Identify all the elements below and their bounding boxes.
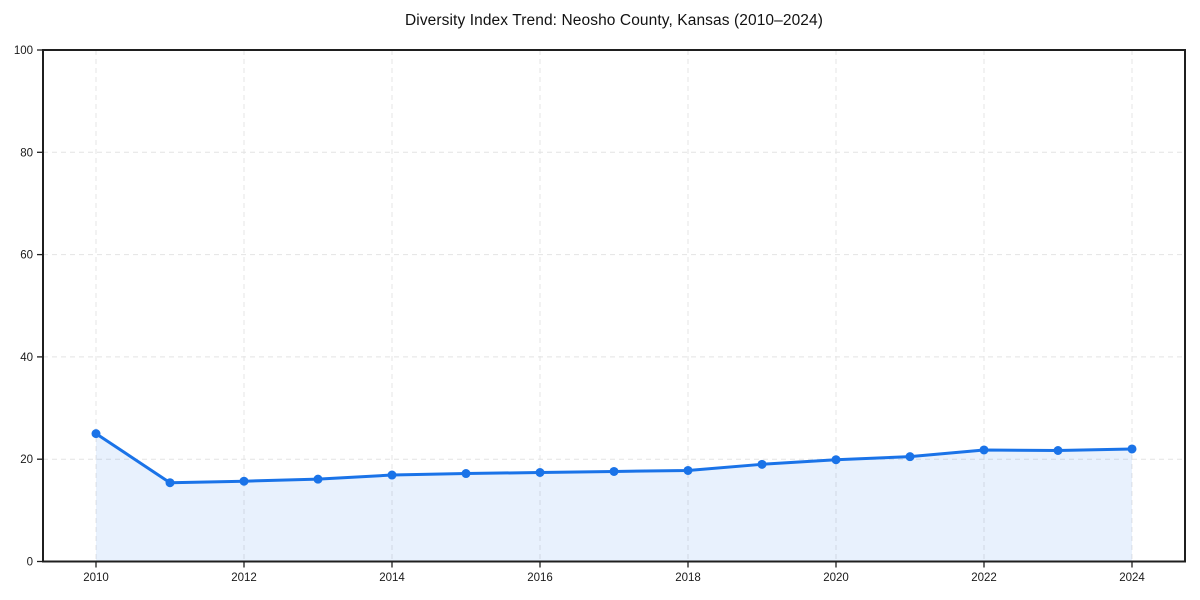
y-tick-label-60: 60 [20,250,33,262]
y-tick-label-20: 20 [20,454,33,466]
x-tick-label-2010: 2010 [83,572,109,584]
data-point-2020 [831,455,841,465]
x-tick-label-2022: 2022 [971,572,997,584]
y-tick-label-0: 0 [27,557,33,569]
data-point-2019 [757,459,767,469]
x-tick-label-2016: 2016 [527,572,553,584]
data-point-2013 [313,474,323,484]
data-point-2010 [91,429,101,439]
x-tick-label-2020: 2020 [823,572,849,584]
x-tick-label-2012: 2012 [231,572,257,584]
data-point-2014 [387,470,397,480]
data-point-2011 [165,478,175,488]
data-point-2018 [683,465,693,475]
data-point-2017 [609,466,619,476]
data-point-2015 [461,469,471,479]
y-tick-label-80: 80 [20,147,33,159]
plot-frame [42,49,1186,563]
data-point-2023 [1053,446,1063,456]
data-point-2024 [1127,444,1137,454]
data-point-2016 [535,467,545,477]
chart-title: Diversity Index Trend: Neosho County, Ka… [404,12,823,29]
x-tick-label-2018: 2018 [675,572,701,584]
data-point-2012 [239,476,249,486]
x-tick-label-2024: 2024 [1119,572,1145,584]
y-tick-label-40: 40 [20,352,33,364]
data-point-2022 [979,445,989,455]
area-fill [96,433,1132,562]
y-tick-label-100: 100 [14,45,33,57]
data-point-2021 [905,452,915,462]
x-tick-label-2014: 2014 [379,572,405,584]
